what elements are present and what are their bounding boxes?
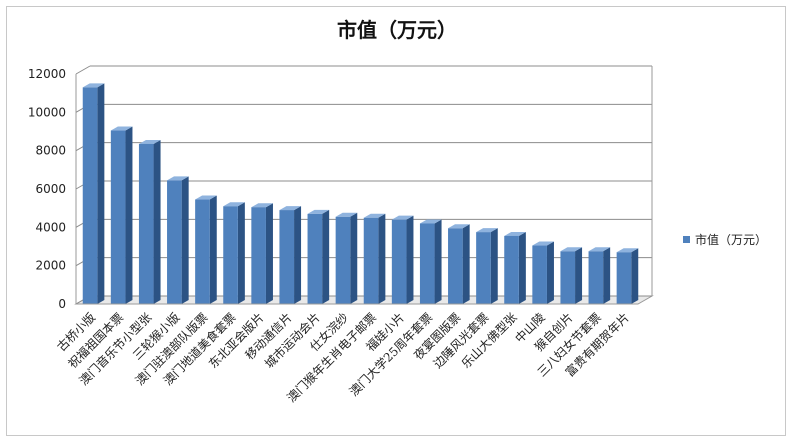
bar-side <box>603 247 611 304</box>
bar <box>195 199 210 304</box>
bar-side <box>209 195 217 304</box>
bar <box>560 251 576 304</box>
bar-top <box>476 228 498 233</box>
bar-top <box>110 126 133 131</box>
y-tick-label: 8000 <box>35 144 66 158</box>
chart-title: 市值（万元） <box>337 18 457 42</box>
bar-top <box>251 203 273 208</box>
bar-top <box>560 247 583 252</box>
bar <box>476 232 491 304</box>
bar <box>279 210 295 304</box>
bar <box>419 223 435 304</box>
bar-side <box>294 206 302 304</box>
bar-top <box>279 206 302 211</box>
bar-side <box>490 228 498 304</box>
bar-top <box>363 213 386 218</box>
bar <box>363 217 379 304</box>
bar-side <box>406 215 414 304</box>
bar-top <box>335 212 358 217</box>
bar-side <box>631 248 639 304</box>
bar-top <box>223 202 245 207</box>
bar-top <box>195 195 217 200</box>
legend-swatch <box>683 236 690 243</box>
bar-side <box>322 209 330 304</box>
bar-side <box>434 219 442 304</box>
bar <box>335 216 351 304</box>
bar <box>110 130 126 304</box>
y-tick-label: 12000 <box>28 67 66 81</box>
bar-top <box>307 209 330 214</box>
y-tick-label: 4000 <box>35 220 66 234</box>
bar-top <box>448 224 470 229</box>
bar-side <box>350 212 358 304</box>
bar-top <box>82 83 105 88</box>
bar <box>251 207 266 304</box>
bar-top <box>588 247 611 252</box>
y-tick-label: 0 <box>58 297 66 311</box>
bar-top <box>616 248 639 253</box>
y-tick-label: 10000 <box>28 105 66 119</box>
bar-side <box>181 176 189 304</box>
y-tick-label: 6000 <box>35 182 66 196</box>
bar-top <box>504 231 526 236</box>
bar <box>223 206 238 304</box>
bar-side <box>546 241 554 304</box>
y-tick-label: 2000 <box>35 259 66 273</box>
bar <box>532 245 547 304</box>
bar <box>588 251 604 304</box>
bar-side <box>265 203 273 304</box>
bar <box>391 219 407 304</box>
bar-top <box>167 176 189 181</box>
bar <box>82 87 98 305</box>
bar-side <box>97 83 105 305</box>
bar-side <box>125 126 133 305</box>
bar <box>307 213 323 304</box>
bar-side <box>462 224 470 304</box>
bar <box>138 143 154 304</box>
bar <box>448 228 463 304</box>
bar <box>504 235 519 304</box>
bar <box>167 180 182 304</box>
bar-top <box>419 219 442 224</box>
bar-top <box>532 241 554 246</box>
bar-side <box>518 231 526 304</box>
bar-top <box>391 215 414 220</box>
bar-side <box>237 202 245 304</box>
bar-side <box>575 247 583 304</box>
bar-side <box>153 139 161 304</box>
bar <box>616 252 632 304</box>
bar-top <box>138 139 161 144</box>
bar-side <box>378 213 386 304</box>
legend-label: 市值（万元） <box>695 232 767 247</box>
gridline-depth <box>75 65 91 75</box>
